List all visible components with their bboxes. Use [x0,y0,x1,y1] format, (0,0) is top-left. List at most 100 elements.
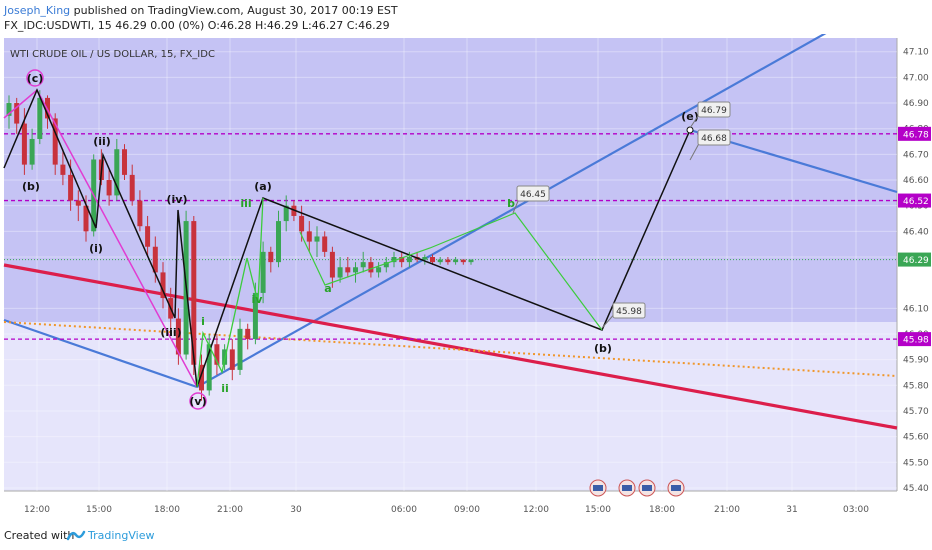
candle-body [14,103,20,124]
y-tick-label: 46.90 [903,99,929,109]
wave-label: (iii) [160,326,181,339]
level-lines [4,133,897,340]
wave-label-circle [189,392,207,410]
green-subwave-path [196,197,264,388]
candle-body [75,200,81,206]
candle-body [260,251,266,293]
x-tick-label: 03:00 [843,505,869,515]
candle-body [175,318,181,355]
candle-body [214,344,220,365]
price-callouts: 46.45 45.98 46.79 46.68 [512,101,731,329]
footer: Created with TradingView [0,520,932,550]
x-tick-label: 15:00 [585,505,611,515]
time-axis-panel [4,491,897,515]
candle-body [122,149,127,175]
candle-body [106,180,112,196]
callout-box [516,185,550,202]
green-projection-path [299,212,603,331]
red-trendline [3,263,898,430]
y-tick-label: 46.60 [903,176,929,186]
orange-dotted-line [3,321,898,377]
callout-label: 46.68 [701,134,727,144]
black-wave-path [3,88,691,388]
created-with-text: Created with [4,529,75,542]
candle-body [353,267,358,273]
candle-body [368,262,374,273]
x-tick-label: 30 [290,505,302,515]
wave-label: (v) [189,395,206,408]
tradingview-brand[interactable]: TradingView [88,529,155,542]
callout-box [612,302,646,319]
event-flag-icon [642,485,652,491]
candle-body [430,257,435,263]
wave-label: (c) [27,72,44,85]
author-link[interactable]: Joseph_King [4,4,71,17]
last-price-badge [898,252,931,267]
y-tick-label: 45.60 [903,433,929,443]
blue-support-line [3,318,198,389]
level-badge [898,126,931,141]
wave-label: (e) [681,110,699,123]
candle-body [383,262,389,268]
candle-body [283,205,289,222]
event-flag-icon [671,485,681,491]
candle-body [322,236,328,252]
wave-label: (b) [22,180,40,193]
candle-body [6,103,12,116]
candle-body [114,149,120,196]
candle-body [445,259,451,263]
candle-body [276,221,281,263]
candle-body [222,349,228,365]
time-axis: 12:00 15:00 18:00 21:00 30 06:00 09:00 12:00 15:… [24,505,869,515]
candle-body [237,328,243,370]
callout-label: 46.45 [520,190,546,200]
publish-text: published on TradingView.com, August 30,… [70,4,398,17]
candle-body [252,292,258,340]
ohlc-line: FX_IDC:USDWTI, 15 46.29 0.00 (0%) O:46.2… [4,19,390,32]
candle-body [406,257,412,263]
candle-body [437,259,443,263]
candle-body [314,236,320,242]
x-tick-label: 12:00 [523,505,549,515]
publish-line: Joseph_King published on TradingView.com… [4,4,398,17]
wave-label: i [201,315,205,328]
event-icons [589,479,685,497]
wave-label: (b) [594,342,612,355]
level-badge-label: 46.78 [903,130,929,140]
x-tick-label: 31 [786,505,797,515]
candle-body [245,328,251,340]
candle-body [37,97,43,139]
x-tick-label: 21:00 [714,505,740,515]
wave-label: (i) [89,242,103,255]
y-tick-label: 47.00 [903,73,929,83]
candle-body [360,262,366,268]
wave-label: (a) [254,180,271,193]
wave-label: b [507,197,515,210]
candle-body [268,251,274,263]
candle-body [152,246,158,273]
y-tick-label: 45.40 [903,484,929,494]
candle-body [83,205,89,232]
candle-body [145,226,151,247]
event-flag-icon [622,485,632,491]
candle-body [453,259,459,263]
chart-header: Joseph_King published on TradingView.com… [0,0,932,34]
candle-body [68,174,74,201]
event-flag-icon [593,485,603,491]
candle-body [345,267,351,273]
candle-body [399,257,405,263]
x-tick-label: 12:00 [24,505,50,515]
y-tick-label: 45.80 [903,381,929,391]
target-point [686,126,694,134]
wave-paths [3,88,694,388]
x-tick-label: 21:00 [217,505,243,515]
candle-body [229,349,235,370]
candle-body [199,364,204,391]
candle-body [29,138,35,165]
lower-background [4,322,897,491]
x-tick-label: 09:00 [454,505,480,515]
level-badge-label: 45.98 [903,336,929,346]
price-axis: 47.1047.0046.9046.8046.7046.6046.5046.40… [898,48,931,494]
candle-body [422,257,428,260]
